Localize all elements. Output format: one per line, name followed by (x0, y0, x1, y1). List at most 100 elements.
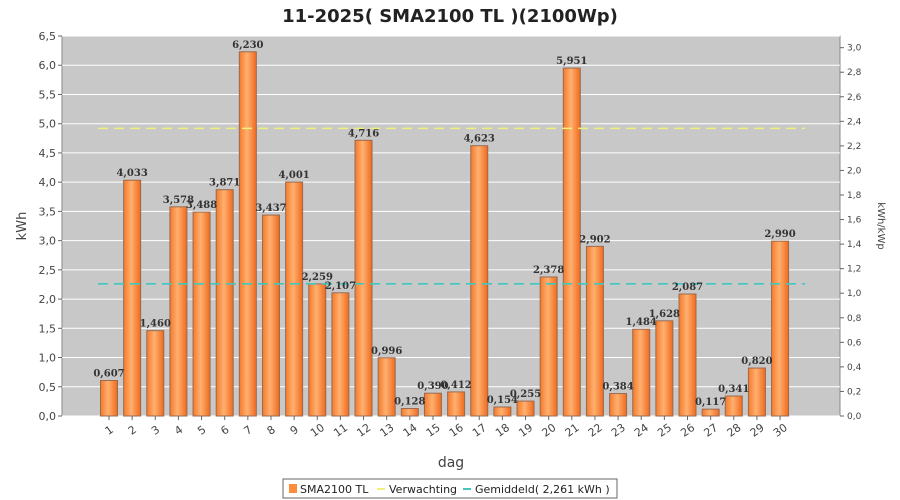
bar (701, 408, 720, 417)
y-right-tick-label: 0,2 (847, 387, 861, 397)
y-tick-label: 2,5 (39, 264, 57, 277)
y-tick-label: 0,0 (39, 410, 57, 423)
bar (585, 245, 604, 417)
y-tick-label: 5,5 (39, 88, 57, 101)
bar (632, 328, 651, 417)
data-label: 0,390 (417, 381, 448, 392)
x-tick-label: 4 (172, 423, 185, 438)
x-tick-label: 17 (470, 421, 489, 440)
y-right-tick-label: 2,2 (847, 142, 861, 152)
y-right-tick-label: 0,4 (847, 363, 862, 373)
x-tick-label: 13 (378, 421, 397, 440)
data-label: 2,990 (764, 229, 795, 240)
bar (261, 214, 280, 417)
x-tick-label: 26 (678, 421, 697, 440)
data-label: 3,488 (186, 200, 217, 211)
data-label: 0,341 (718, 384, 749, 395)
legend-box (282, 478, 618, 499)
x-tick-label: 6 (218, 423, 231, 438)
data-label: 4,001 (278, 170, 309, 181)
plot-area (61, 35, 841, 417)
bar (192, 211, 211, 417)
y-right-tick-label: 2,8 (847, 68, 862, 78)
data-label: 4,623 (464, 134, 495, 145)
bar (238, 51, 257, 417)
y-right-tick-label: 0,0 (847, 412, 862, 422)
bar (655, 320, 674, 417)
y-right-tick-label: 0,8 (847, 314, 862, 324)
x-tick-label: 2 (126, 423, 139, 438)
bar (215, 189, 234, 417)
bar (331, 292, 350, 417)
bar (493, 406, 512, 417)
x-tick-label: 18 (493, 421, 512, 440)
y-tick-label: 1,5 (39, 322, 57, 335)
data-label: 6,230 (232, 40, 263, 51)
data-label: 0,128 (394, 397, 425, 408)
data-label: 2,107 (325, 281, 356, 292)
y-right-tick-label: 1,2 (847, 265, 861, 275)
bar (354, 139, 373, 417)
reference-lines (98, 127, 805, 285)
bar (678, 293, 697, 417)
y-axis-label: kWh (15, 212, 30, 241)
y-tick-label: 0,5 (39, 381, 57, 394)
legend-label-bars: SMA2100 TL (300, 483, 369, 496)
data-label: 0,412 (440, 380, 471, 391)
x-tick-label: 7 (242, 423, 255, 438)
x-tick-label: 1 (103, 423, 116, 438)
bar-series (100, 51, 790, 417)
data-label: 0,117 (695, 397, 726, 408)
data-label: 0,154 (487, 395, 518, 406)
y-right-tick-label: 1,6 (847, 216, 862, 226)
x-tick-label: 23 (609, 421, 628, 440)
legend-label-expected: Verwachting (389, 483, 457, 496)
y-right-tick-label: 0,6 (847, 338, 862, 348)
y-tick-label: 6,5 (39, 30, 57, 43)
bar (516, 400, 535, 417)
data-label: 3,437 (255, 203, 286, 214)
y-tick-label: 5,0 (39, 118, 57, 131)
y-tick-label: 6,0 (39, 59, 57, 72)
y-tick-label: 1,0 (39, 352, 57, 365)
bar (724, 395, 743, 417)
data-label: 0,384 (602, 382, 633, 393)
x-tick-label: 12 (354, 421, 373, 440)
bar (539, 276, 558, 417)
chart-title: 11-2025( SMA2100 TL )(2100Wp) (282, 6, 618, 27)
bar (169, 206, 188, 417)
x-tick-label: 5 (195, 423, 208, 438)
bar (308, 283, 327, 417)
x-tick-label: 21 (563, 421, 582, 440)
y-right-tick-label: 2,6 (847, 93, 862, 103)
x-tick-label: 14 (401, 421, 420, 440)
y-tick-label: 3,5 (39, 205, 57, 218)
x-tick-label: 27 (701, 421, 720, 440)
y-right-tick-label: 1,8 (847, 191, 862, 201)
bar (285, 181, 304, 417)
bar (747, 367, 766, 417)
legend-swatch-bars (289, 484, 297, 493)
x-tick-label: 3 (149, 423, 162, 438)
x-axis: 1 2 3 4 5 6 7 8 9 10 11 12 13 14 15 16 17 18 19 20 21 22 23 24 2… (103, 416, 790, 440)
y-right-tick-label: 1,0 (847, 289, 862, 299)
bar (562, 67, 581, 417)
bar (123, 179, 142, 417)
data-label: 5,951 (556, 56, 587, 67)
y-right-tick-label: 2,4 (847, 117, 862, 127)
bar (447, 391, 466, 417)
y-axis-left: 0,0 0,5 1,0 1,5 2,0 2,5 3,0 3,5 4,0 4,5 5,0 5,5 6,0 6… (39, 30, 62, 423)
x-tick-label: 10 (308, 421, 327, 440)
x-axis-label: dag (438, 455, 464, 471)
bar (377, 357, 396, 417)
x-tick-label: 19 (516, 421, 535, 440)
x-tick-label: 30 (771, 421, 790, 440)
data-label: 0,255 (510, 389, 541, 400)
x-tick-label: 28 (725, 421, 744, 440)
bar (771, 240, 790, 417)
bar (400, 408, 419, 417)
x-tick-label: 20 (539, 421, 558, 440)
x-tick-label: 9 (288, 423, 301, 438)
